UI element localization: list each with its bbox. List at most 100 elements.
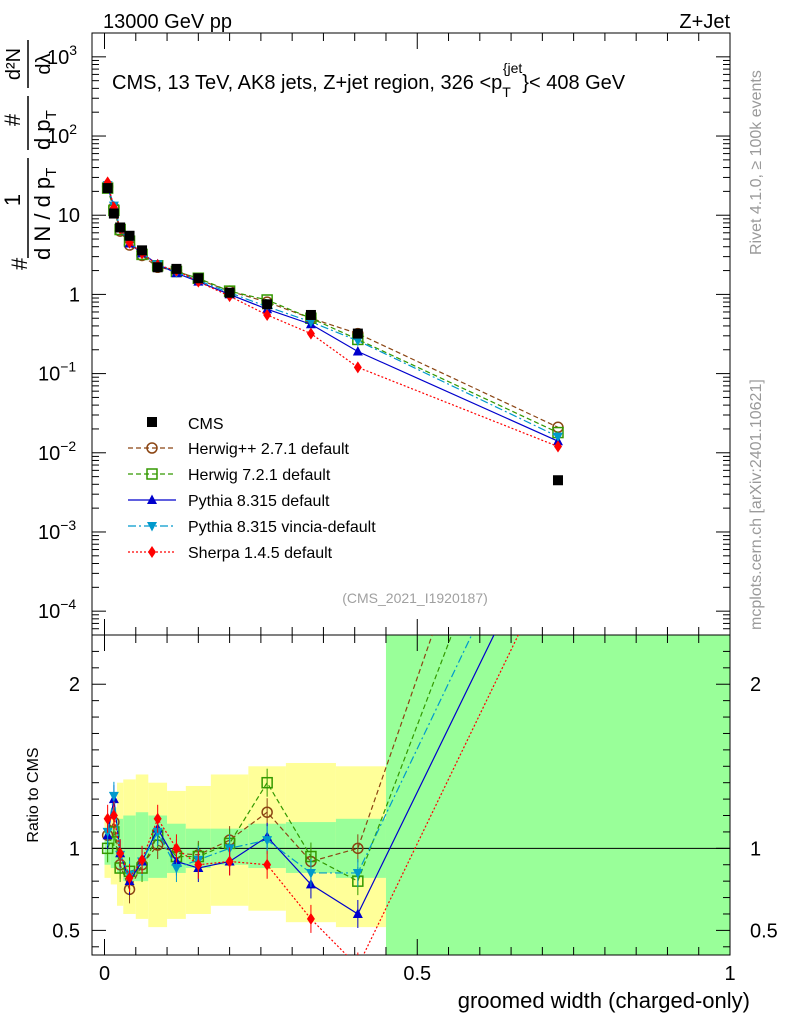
series-line-4 [107,182,559,448]
ratio-point-3 [171,864,182,874]
top-y-tick-label: 10 [58,205,80,227]
cms-data-point [305,309,316,320]
cms-data-point [115,222,126,233]
cms-data-point [108,208,119,219]
ratio-y-tick-label-right: 1 [750,838,761,860]
ratio-panel-frame [91,634,731,956]
ratio-y-tick-label: 0.5 [52,920,80,942]
series-line-3 [107,184,559,438]
legend-label-3: Pythia 8.315 vincia-default [188,519,376,536]
legend-marker-2 [147,494,157,504]
ratio-point-4 [263,858,272,871]
ylabel-frac1-den: d N / d pT [30,168,60,260]
series-point-4 [353,361,362,374]
legend-label-2: Pythia 8.315 default [188,493,330,510]
legend-label-1: Herwig 7.2.1 default [188,467,331,484]
ratio-point-4 [225,855,234,868]
top-y-axis-label: # 1 d N / d pT # d pT d²N dλ [0,40,60,270]
header-energy: 13000 GeV pp [103,11,232,33]
rivet-version-label: Rivet 4.1.0, ≥ 100k events [748,70,765,255]
legend-marker-cms [147,417,157,427]
ylabel-frac2-den: d pT [30,110,60,150]
cms-data-point [352,328,363,339]
legend-marker-3 [147,522,157,532]
series-point-4 [263,308,272,321]
series-line-2 [107,186,559,442]
legend-marker-4 [148,546,156,558]
chart-title-main: CMS, 13 TeV, AK8 jets, Z+jet region, 326… [112,72,502,94]
ratio-point-4 [306,912,315,925]
ylabel-frac3-den: dλ [33,53,55,74]
ylabel-frac2-num: # [0,113,25,126]
ratio-point-4 [153,812,162,825]
legend-label-0: Herwig++ 2.7.1 default [188,441,350,458]
series-line-0 [107,186,559,428]
ratio-point-4 [194,858,203,871]
ylabel-hash: # [7,257,32,270]
chart-title-after: }< 408 GeV [522,72,626,94]
ratio-point-3 [108,791,119,802]
ratio-point-4 [103,812,112,825]
header-process: Z+Jet [679,11,730,33]
ratio-point-0 [352,842,364,855]
ratio-y-axis-label: Ratio to CMS [25,747,42,842]
ratio-point-4 [109,809,118,822]
x-axis-label: groomed width (charged-only) [458,988,750,1013]
band-green-12 [385,635,730,955]
ratio-point-3 [262,836,273,846]
chart-title: CMS, 13 TeV, AK8 jets, Z+jet region, 326… [112,60,626,100]
top-y-tick-label: 102 [47,121,77,148]
legend: CMS Herwig++ 2.7.1 default Herwig 7.2.1 de… [128,416,376,562]
cms-data-point [193,273,204,284]
legend-marker-1 [146,468,158,480]
series-point-3 [352,336,363,347]
cms-data-point [171,263,182,274]
top-panel-series [101,176,564,486]
mcplots-label: mcplots.cern.ch [arXiv:2401.10621] [748,379,765,630]
legend-label-4: Sherpa 1.4.5 default [188,545,333,562]
x-tick-label: 1 [724,963,735,985]
x-tick-label: 0.5 [403,963,431,985]
cms-data-point [552,475,563,486]
cms-data-point [102,183,113,194]
x-tick-label: 0 [99,963,110,985]
ratio-point-4 [116,847,125,860]
cms-data-point [137,245,148,256]
series-point-2 [352,346,363,356]
series-point-4 [306,327,315,340]
cms-data-point [224,287,235,298]
axes: 10−4 10−3 10−2 10−1 1 10 102 103 0 0.5 1 0.5 0.5 1 1 2 2 [38,32,778,985]
analysis-id: (CMS_2021_I1920187) [342,590,488,606]
ratio-point-4 [354,960,362,972]
ratio-point-1 [261,776,273,789]
top-y-tick-label: 10−4 [38,596,76,623]
ratio-point-4 [172,842,181,855]
series-point-3 [552,432,563,443]
ratio-point-3 [352,868,363,879]
ylabel-frac3-num: d²N [3,48,25,80]
top-y-tick-label: 103 [47,42,77,69]
ratio-y-tick-label: 1 [69,838,80,860]
ratio-point-0 [261,806,273,818]
chart-title-sup: {jet [503,60,523,76]
ratio-point-3 [305,868,316,879]
chart-title-sub: T [502,84,511,100]
top-y-tick-label: 10−2 [38,438,76,465]
ratio-point-4 [138,853,147,866]
cms-data-point [124,230,135,241]
series-point-4 [553,440,562,453]
ylabel-frac1-num: 1 [0,194,25,206]
ratio-point-4 [125,871,134,884]
cms-data-point [152,262,163,273]
ratio-panel-series [101,635,519,972]
ratio-y-tick-label-right: 0.5 [750,920,778,942]
top-y-tick-label: 10−3 [38,517,76,544]
legend-label-cms: CMS [188,416,224,433]
ratio-y-tick-label-right: 2 [750,674,761,696]
ratio-y-tick-label: 2 [69,674,80,696]
legend-marker-0 [146,442,158,454]
top-y-tick-label: 1 [69,284,80,306]
top-y-tick-label: 10−1 [38,359,76,386]
cms-data-point [262,299,273,310]
